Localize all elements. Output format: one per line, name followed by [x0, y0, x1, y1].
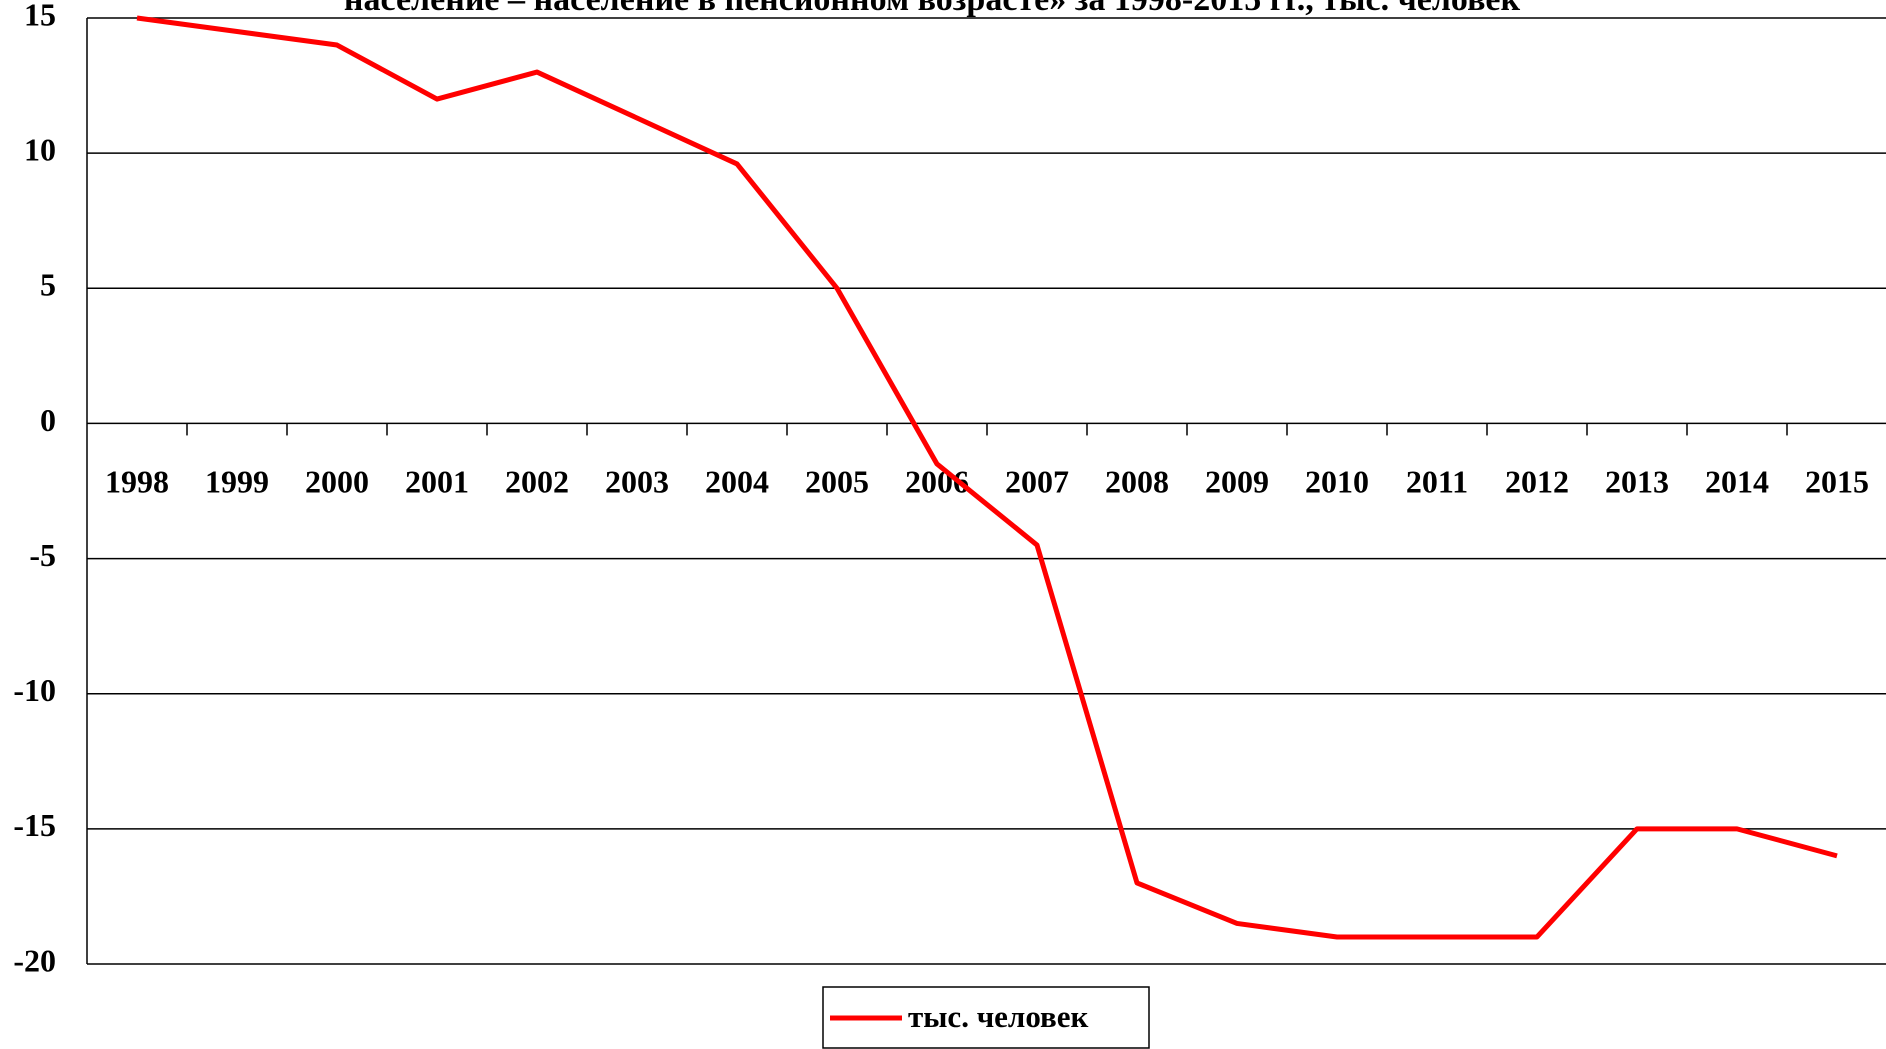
- x-tick-label: 2014: [1705, 463, 1769, 499]
- x-tick-label: 2010: [1305, 463, 1369, 499]
- x-tick-label: 2013: [1605, 463, 1669, 499]
- y-tick-label: 15: [24, 0, 56, 32]
- y-tick-label: 10: [24, 131, 56, 167]
- x-tick-label: 2001: [405, 463, 469, 499]
- x-tick-label: 2000: [305, 463, 369, 499]
- x-tick-label: 2008: [1105, 463, 1169, 499]
- x-tick-label: 1998: [105, 463, 169, 499]
- x-tick-label: 2003: [605, 463, 669, 499]
- y-tick-label: -10: [13, 672, 56, 708]
- x-tick-label: 2011: [1406, 463, 1468, 499]
- y-tick-label: 5: [40, 267, 56, 303]
- x-tick-label: 2012: [1505, 463, 1569, 499]
- legend-label: тыс. человек: [908, 999, 1089, 1034]
- x-tick-label: 2015: [1805, 463, 1869, 499]
- x-tick-label: 2007: [1005, 463, 1069, 499]
- y-tick-label: 0: [40, 402, 56, 438]
- chart-title: население – население в пенсионном возра…: [344, 0, 1521, 18]
- x-tick-label: 2009: [1205, 463, 1269, 499]
- y-tick-label: -20: [13, 942, 56, 978]
- x-tick-label: 2004: [705, 463, 769, 499]
- x-tick-label: 2005: [805, 463, 869, 499]
- x-tick-label: 1999: [205, 463, 269, 499]
- line-series: [136, 15, 1838, 940]
- x-tick-label: 2002: [505, 463, 569, 499]
- y-tick-label: -5: [29, 537, 56, 573]
- y-tick-label: -15: [13, 807, 56, 843]
